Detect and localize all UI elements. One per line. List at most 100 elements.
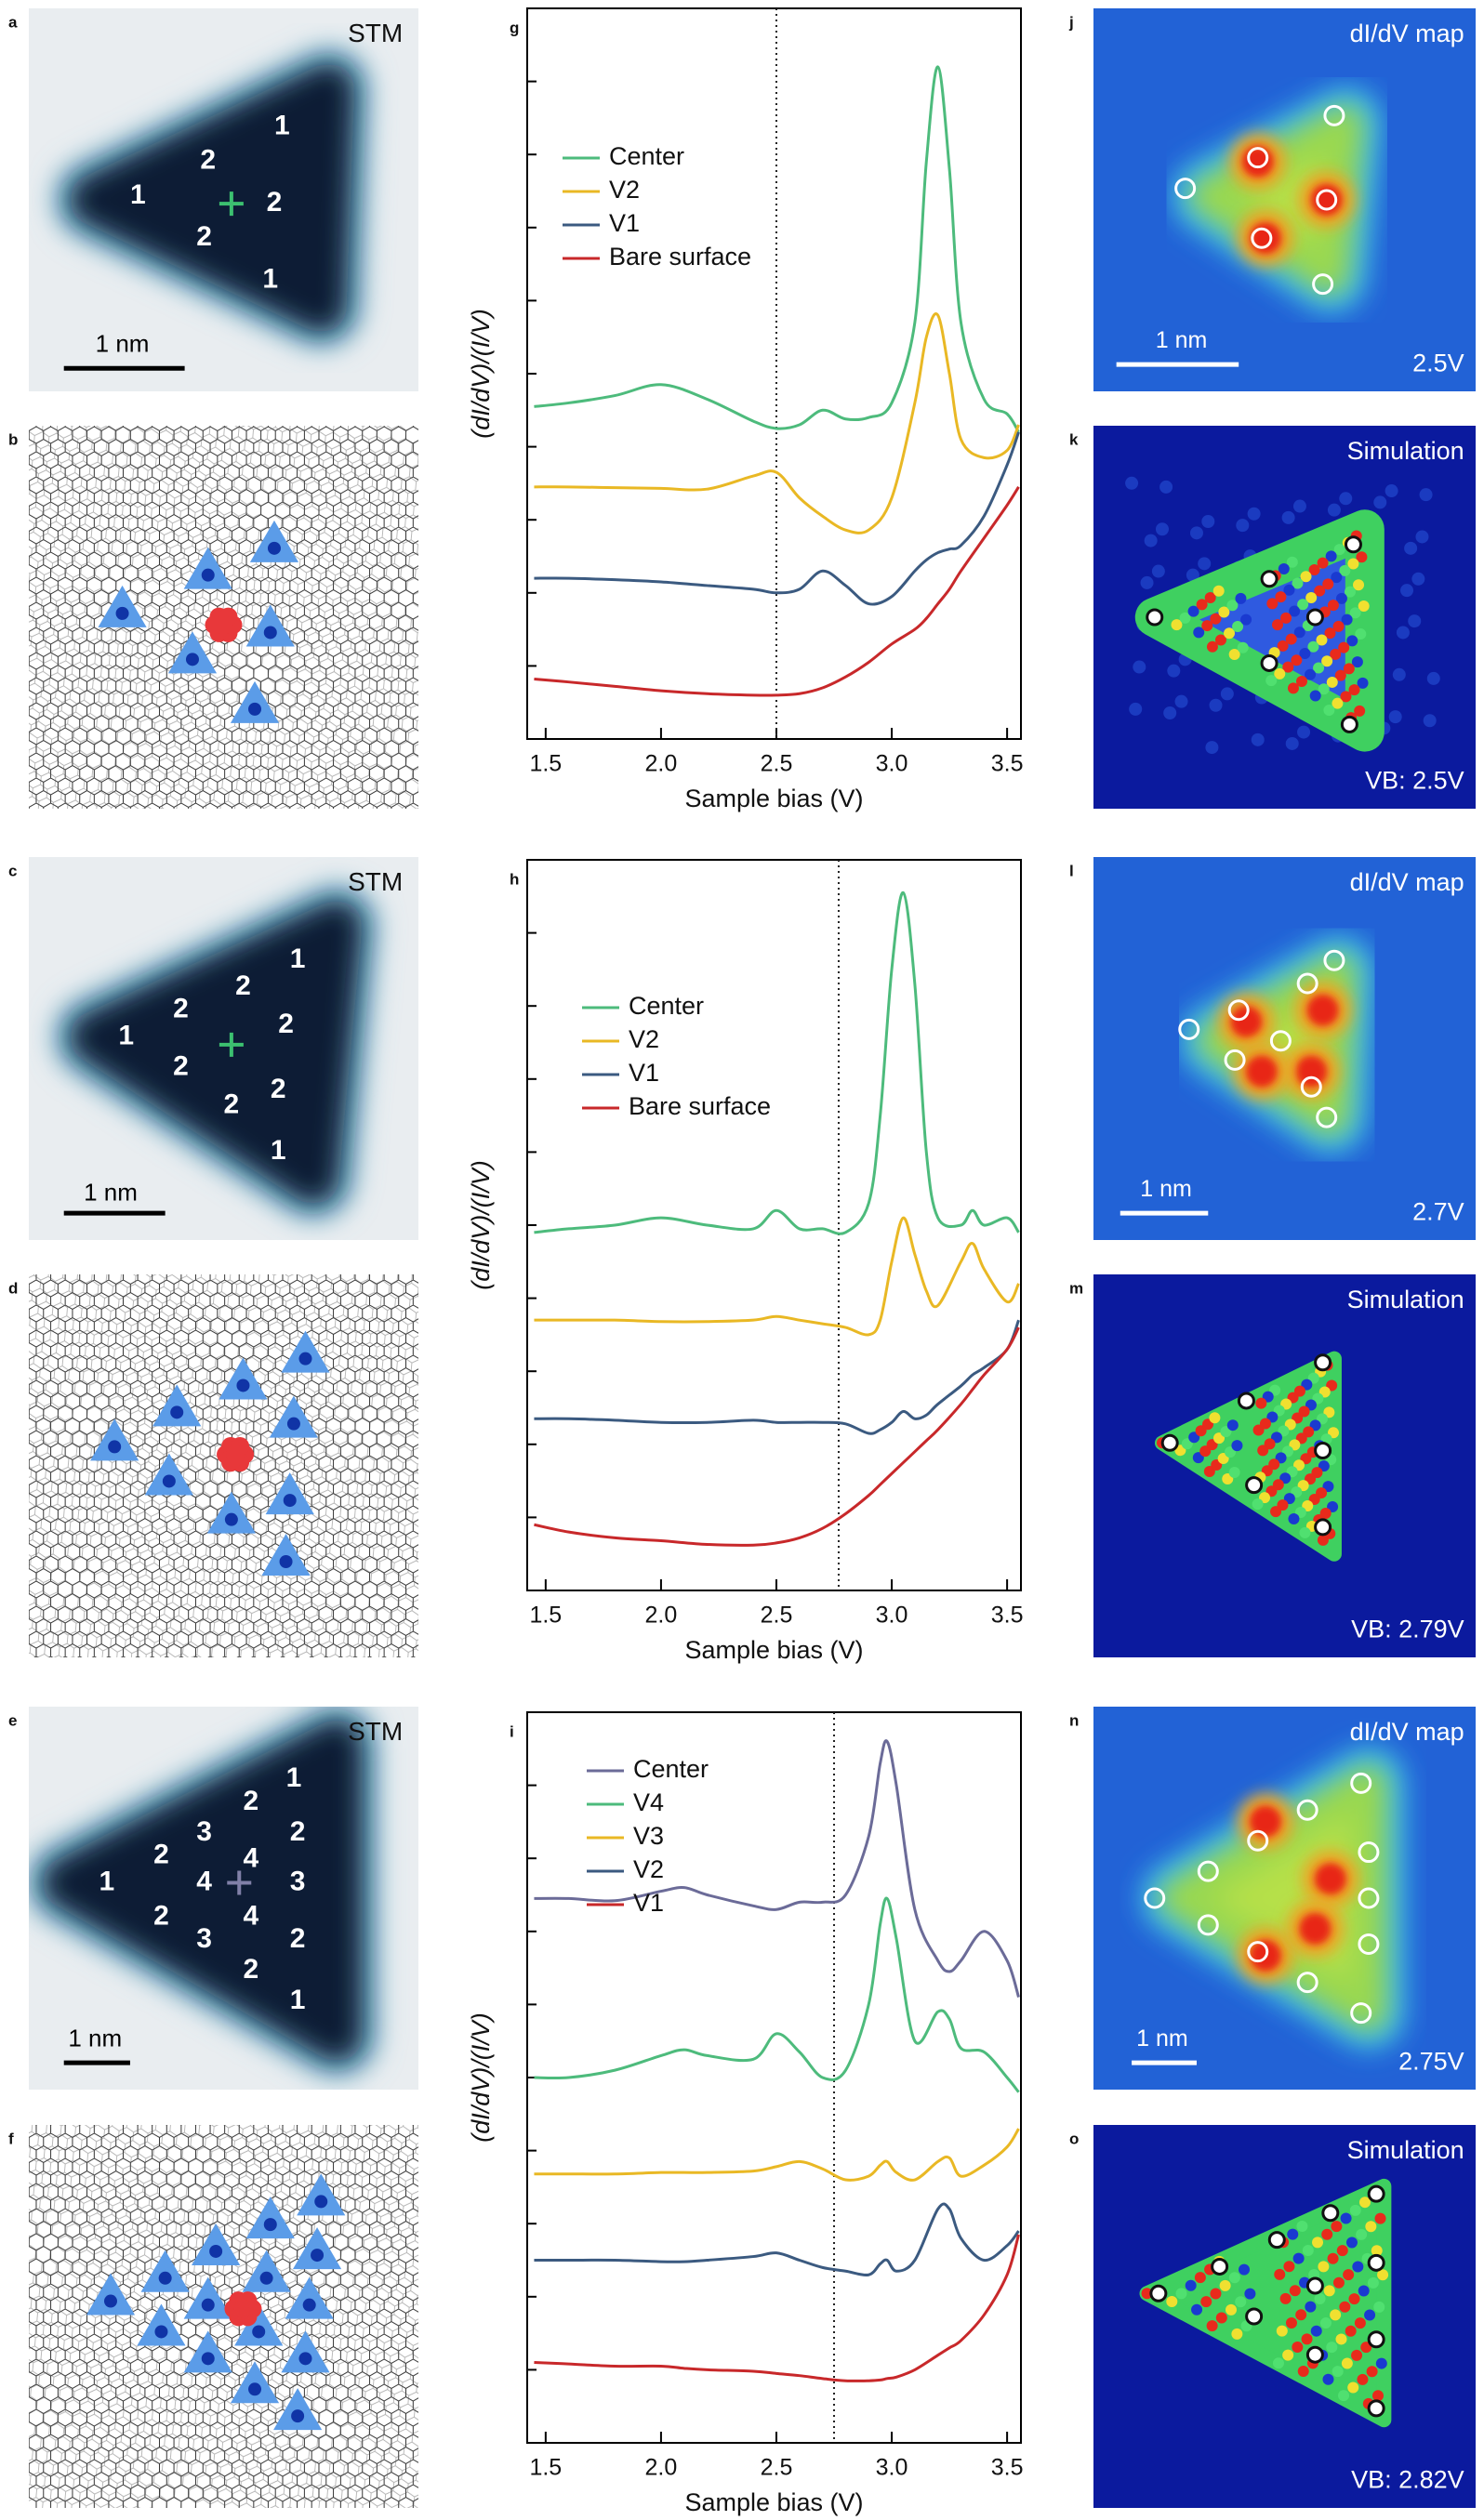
- atom: [1252, 1424, 1265, 1436]
- vacancy-dot: [311, 2249, 325, 2263]
- halo-atom: [1201, 515, 1215, 528]
- atom: [1299, 648, 1311, 660]
- site-marker: [1251, 227, 1273, 249]
- atom: [1292, 577, 1304, 589]
- atom: [1313, 662, 1325, 674]
- triangle: [90, 1418, 139, 1461]
- spectrum-line: [534, 312, 1020, 534]
- panel-label: n: [1069, 1711, 1079, 1729]
- site-marker: [1245, 1476, 1264, 1495]
- site-marker: [1350, 1772, 1372, 1794]
- atom: [1352, 2261, 1364, 2273]
- site-marker: [1144, 1887, 1166, 1909]
- atom: [1371, 2245, 1383, 2257]
- atom: [1194, 2272, 1206, 2284]
- vacancy-dot: [279, 1555, 293, 1568]
- triangle: [86, 2273, 136, 2315]
- legend-label: Center: [609, 142, 684, 170]
- atom: [1336, 2245, 1348, 2257]
- atom: [1346, 635, 1358, 647]
- atom: [1324, 627, 1336, 640]
- site-marker: [1267, 2231, 1286, 2250]
- atom: [1292, 2252, 1305, 2264]
- bias-label: 2.7V: [1412, 1197, 1464, 1225]
- atom: [1226, 1419, 1239, 1432]
- halo-atom: [1125, 476, 1139, 490]
- spectrum-line: [534, 1216, 1020, 1337]
- site-marker: [1146, 608, 1164, 627]
- atom: [1274, 2268, 1286, 2280]
- atom: [1274, 667, 1286, 679]
- panel-label: m: [1069, 1279, 1083, 1297]
- halo-atom: [1155, 522, 1169, 536]
- halo-atom: [1388, 710, 1402, 724]
- triangle: [249, 520, 299, 562]
- site-marker: [1300, 1075, 1322, 1098]
- site-marker: [1367, 2399, 1385, 2418]
- spectrum-line: [534, 1896, 1020, 2093]
- vacancy-dot: [103, 2294, 117, 2308]
- halo-atom: [1236, 519, 1250, 533]
- site-number: 2: [290, 1923, 306, 1954]
- panel-label: a: [8, 13, 18, 31]
- panel-label: k: [1069, 430, 1079, 448]
- atom: [1347, 2381, 1359, 2394]
- bias-label: VB: 2.82V: [1351, 2465, 1464, 2493]
- atom: [1235, 2296, 1247, 2308]
- hot-spot: [1314, 1863, 1346, 1895]
- vacancy-dot: [209, 2244, 223, 2258]
- atom: [1218, 606, 1230, 618]
- atom: [1330, 648, 1342, 660]
- atom: [1283, 584, 1295, 596]
- scale-label: 1 nm: [1136, 2025, 1188, 2052]
- atom: [1348, 2293, 1360, 2305]
- atom: [1326, 676, 1338, 688]
- atom: [1364, 2309, 1376, 2321]
- atom: [1365, 2221, 1377, 2233]
- vacancy-dot: [298, 1352, 312, 1366]
- site-number: 4: [243, 1843, 258, 1874]
- atom: [1302, 2245, 1314, 2257]
- x-axis-label: Sample bias (V): [684, 2488, 863, 2516]
- atom: [1226, 600, 1239, 612]
- center-atom: [226, 1445, 245, 1464]
- site-marker: [1358, 1887, 1380, 1909]
- halo-atom: [1404, 541, 1418, 555]
- atom: [1257, 1445, 1269, 1457]
- vacancy-dot: [185, 653, 199, 666]
- atom: [1237, 641, 1249, 653]
- panel-label: b: [8, 430, 18, 448]
- x-tick-label: 2.0: [645, 1603, 678, 1629]
- site-number: 1: [118, 1021, 134, 1051]
- triangle: [242, 2250, 291, 2292]
- site-number: 1: [290, 943, 306, 974]
- hot-spot: [1230, 1006, 1263, 1038]
- site-marker: [1340, 715, 1358, 733]
- atom: [1332, 2276, 1345, 2289]
- atom: [1185, 2279, 1197, 2291]
- atom: [1215, 2312, 1227, 2324]
- site-marker: [1296, 1799, 1318, 1821]
- halo-atom: [1159, 480, 1173, 494]
- vacancy-dot: [115, 606, 129, 620]
- atom: [1373, 2301, 1385, 2313]
- site-marker: [1350, 2002, 1372, 2025]
- triangle: [183, 2276, 232, 2319]
- spectrum-line: [534, 431, 1020, 606]
- site-marker: [1367, 2253, 1385, 2272]
- atom: [1309, 690, 1321, 702]
- atom: [1340, 691, 1352, 703]
- site-number: 4: [196, 1866, 212, 1896]
- y-axis-label: (dI/dV)/(I/V): [467, 2012, 495, 2143]
- atom: [1301, 2333, 1313, 2345]
- site-number: 3: [196, 1816, 212, 1847]
- panel-title: dI/dV map: [1350, 868, 1464, 896]
- atom: [1349, 607, 1361, 619]
- atom: [1355, 628, 1367, 640]
- vacancy-dot: [263, 2218, 277, 2232]
- vacancy-dot: [236, 1379, 250, 1392]
- atom: [1345, 2236, 1358, 2249]
- atom: [1293, 627, 1305, 639]
